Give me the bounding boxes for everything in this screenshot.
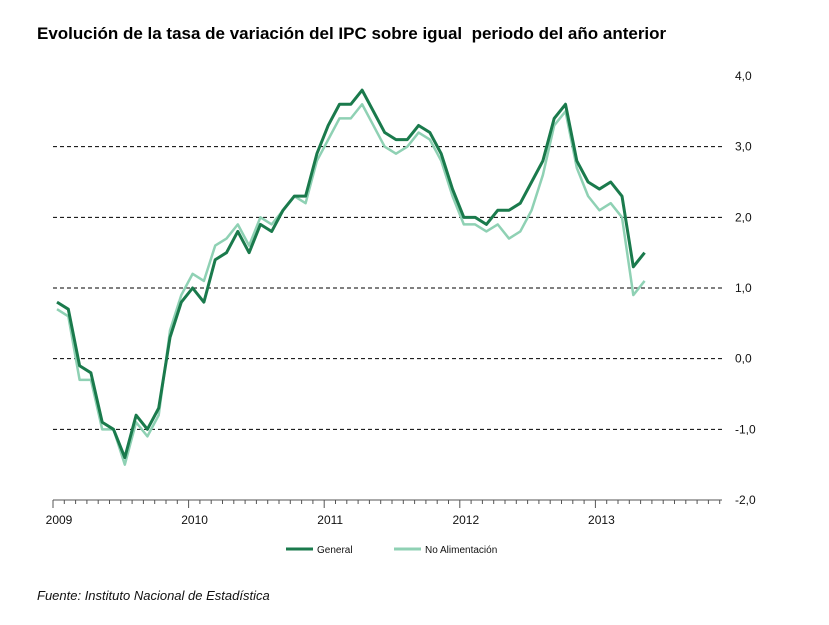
x-axis-labels: 2009 2010 2011 2012 2013 <box>46 513 615 527</box>
x-tick-label: 2009 <box>46 513 73 527</box>
x-tick-label: 2011 <box>317 513 343 527</box>
y-tick-label: -1,0 <box>735 422 756 436</box>
source-note: Fuente: Instituto Nacional de Estadístic… <box>37 588 270 603</box>
y-tick-label: 1,0 <box>735 281 752 295</box>
line-chart: 4,0 3,0 2,0 1,0 0,0 -1,0 -2,0 2009 2010 2011 2012… <box>46 69 756 556</box>
series-lines <box>56 88 646 466</box>
legend-label-general: General <box>317 545 353 556</box>
y-tick-label: 4,0 <box>735 69 752 83</box>
x-tick-label: 2010 <box>181 513 208 527</box>
x-axis <box>52 499 722 508</box>
x-tick-label: 2013 <box>588 513 615 527</box>
y-tick-label: 2,0 <box>735 210 752 224</box>
y-tick-label: 3,0 <box>735 140 752 154</box>
chart-title: Evolución de la tasa de variación del IP… <box>37 24 667 43</box>
y-tick-label: -2,0 <box>735 493 756 507</box>
series-line-general <box>56 88 646 460</box>
y-axis-labels: 4,0 3,0 2,0 1,0 0,0 -1,0 -2,0 <box>735 69 756 507</box>
y-tick-label: 0,0 <box>735 352 752 366</box>
x-tick-label: 2012 <box>452 513 479 527</box>
series-line-no-alimentacion <box>56 103 646 466</box>
legend-label-no-alimentacion: No Alimentación <box>425 545 497 556</box>
gridlines <box>53 146 722 430</box>
legend: General No Alimentación <box>286 545 497 556</box>
